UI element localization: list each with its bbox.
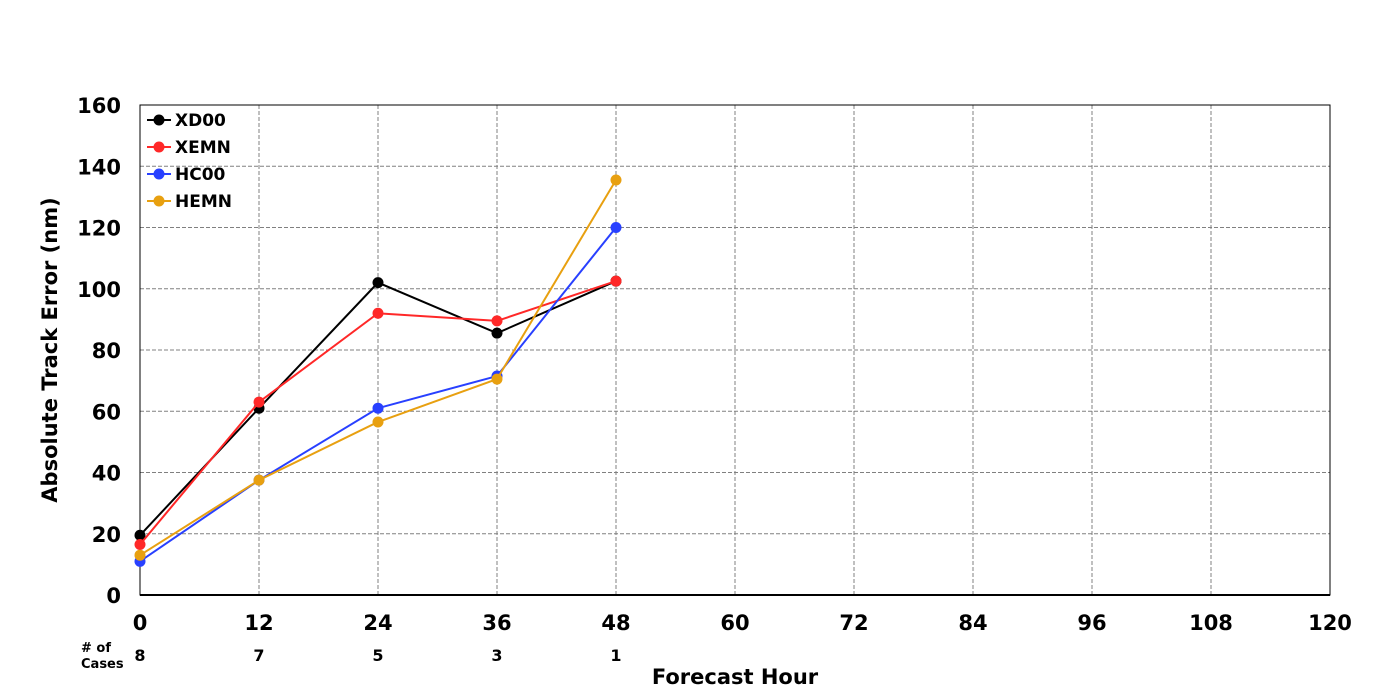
data-point (134, 549, 146, 561)
series-hemn (134, 174, 622, 561)
legend-label: HC00 (175, 165, 226, 185)
data-point (134, 529, 146, 541)
data-point (372, 307, 384, 319)
case-count: 5 (372, 646, 383, 665)
series-xemn (134, 275, 622, 550)
legend-marker (153, 141, 165, 153)
legend-marker (153, 114, 165, 126)
legend-entry: HC00 (147, 165, 226, 185)
data-point (491, 315, 503, 327)
y-tick-label: 20 (92, 523, 121, 547)
cases-row: 8 7 5 3 1 (134, 646, 621, 665)
data-point (253, 474, 265, 486)
case-count: 1 (610, 646, 621, 665)
data-point (253, 396, 265, 408)
case-count: 7 (253, 646, 264, 665)
case-count: 8 (134, 646, 145, 665)
x-tick-label: 60 (720, 611, 749, 635)
cases-label-line2: Cases (81, 657, 124, 672)
x-tick-label: 96 (1077, 611, 1106, 635)
y-tick-label: 140 (77, 155, 121, 179)
legend-label: XEMN (175, 138, 231, 158)
data-point (610, 222, 622, 233)
y-tick-label: 120 (77, 217, 121, 241)
y-tick-label: 80 (92, 339, 121, 363)
x-tick-label: 0 (133, 611, 148, 635)
x-tick-label: 84 (958, 611, 987, 635)
legend-marker (153, 168, 165, 180)
grid (140, 105, 1330, 595)
legend-label: HEMN (175, 192, 232, 212)
y-tick-labels: 0 20 40 60 80 100 120 140 160 (77, 94, 121, 608)
x-tick-label: 48 (601, 611, 630, 635)
legend-entry: XD00 (147, 111, 226, 131)
x-tick-label: 72 (839, 611, 868, 635)
data-point (610, 174, 622, 186)
data-point (372, 416, 384, 428)
legend-entry: HEMN (147, 192, 232, 212)
series-layer (134, 174, 622, 567)
case-count: 3 (491, 646, 502, 665)
data-point (491, 373, 503, 385)
data-point (610, 275, 622, 287)
legend-label: XD00 (175, 111, 226, 131)
y-tick-label: 0 (106, 584, 121, 608)
x-tick-label: 120 (1308, 611, 1352, 635)
data-point (372, 277, 384, 289)
x-tick-labels: 0 12 24 36 48 60 72 84 96 108 120 (133, 611, 1352, 635)
y-tick-label: 160 (77, 94, 121, 118)
data-point (134, 538, 146, 550)
cases-label-line1: # of (81, 641, 111, 656)
y-axis-title: Absolute Track Error (nm) (38, 197, 62, 502)
data-point (491, 327, 503, 339)
x-tick-label: 36 (482, 611, 511, 635)
legend-entry: XEMN (147, 138, 231, 158)
x-axis-title: Forecast Hour (652, 665, 819, 689)
x-tick-label: 12 (244, 611, 273, 635)
legend-marker (153, 195, 165, 207)
data-point (372, 402, 384, 414)
x-tick-label: 108 (1189, 611, 1233, 635)
legend: XD00 XEMN HC00 HEMN (147, 111, 232, 212)
y-tick-label: 40 (92, 462, 121, 486)
y-tick-label: 100 (77, 278, 121, 302)
y-tick-label: 60 (92, 400, 121, 424)
x-tick-label: 24 (363, 611, 392, 635)
